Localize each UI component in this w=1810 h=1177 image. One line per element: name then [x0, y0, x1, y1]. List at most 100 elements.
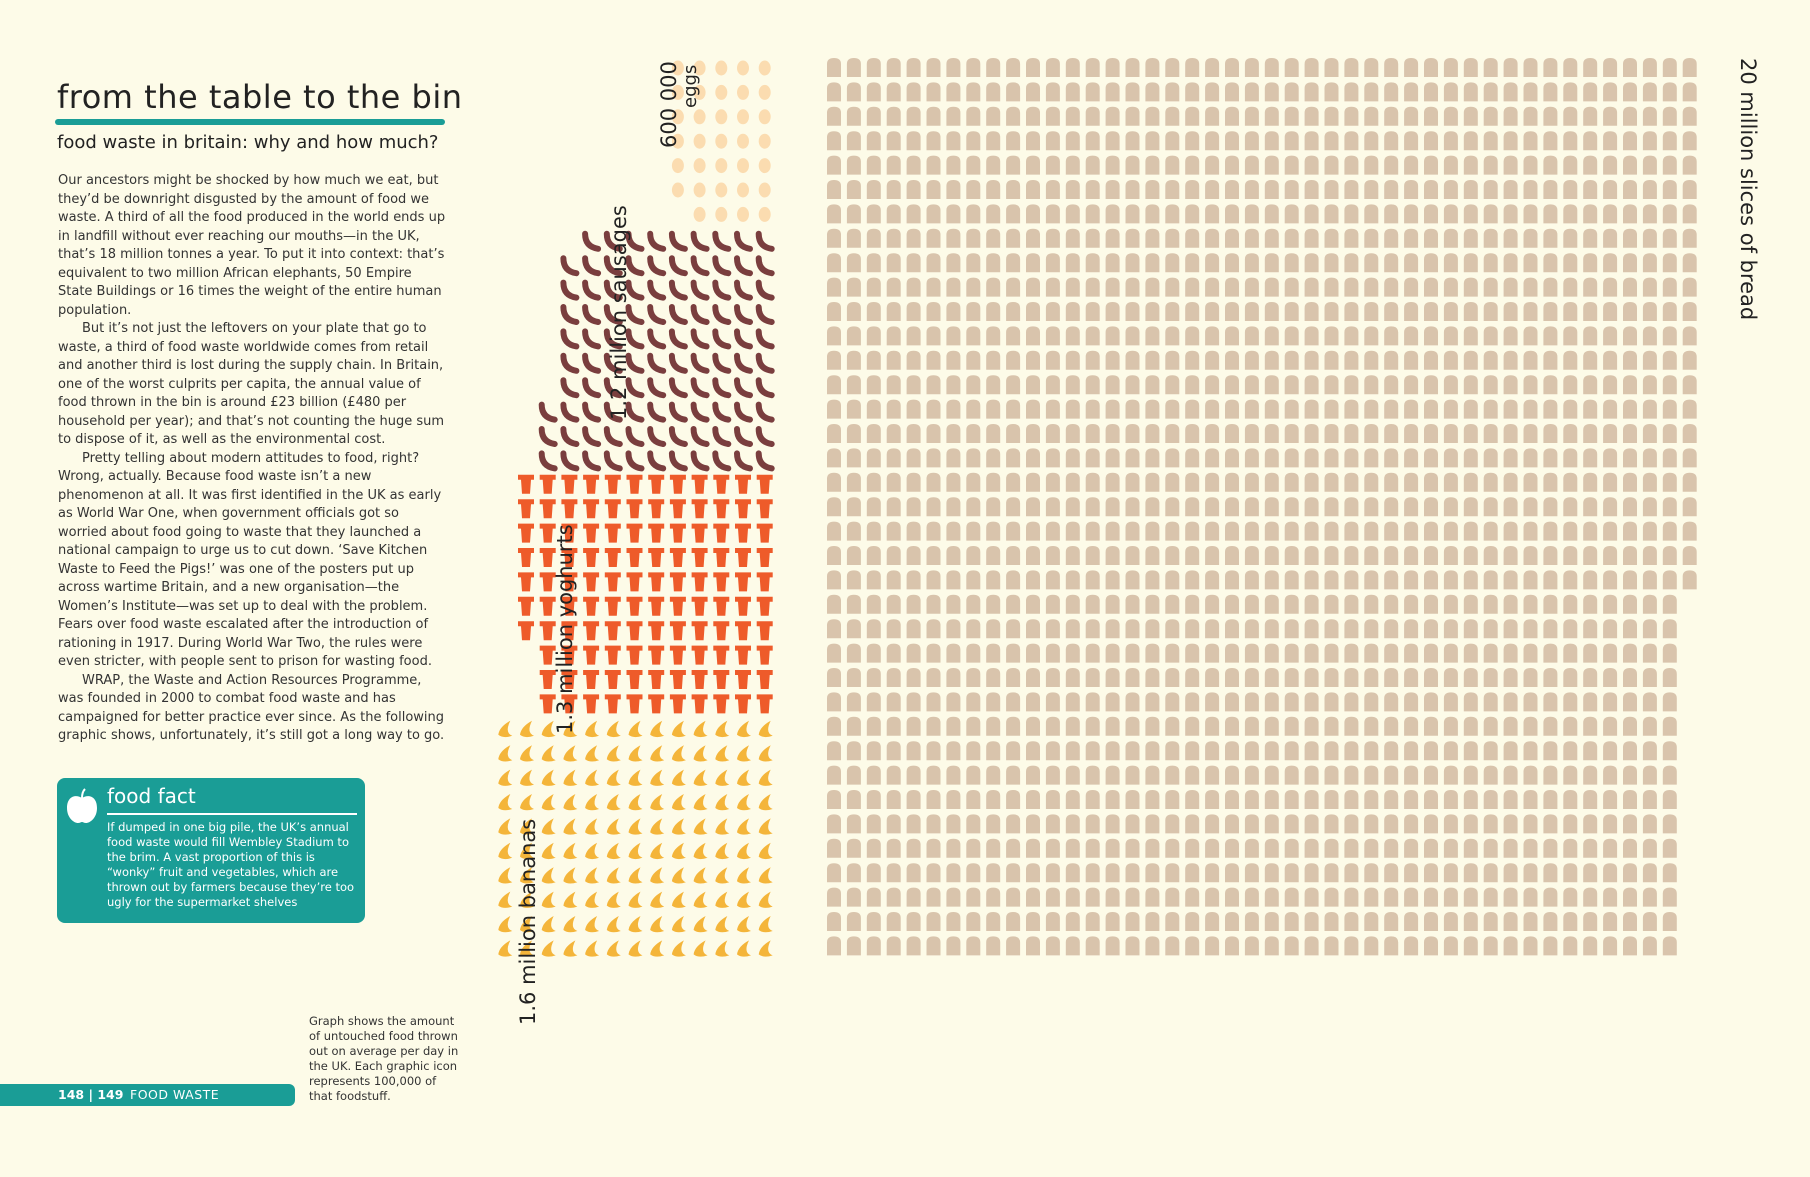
bread-slice-icon — [1026, 131, 1040, 151]
banana-icon — [498, 769, 513, 786]
bread-slice-icon — [1563, 253, 1578, 273]
bread-slice-icon — [1105, 180, 1120, 199]
bread-slice-icon — [1623, 277, 1637, 297]
bread-slice-icon — [1165, 228, 1180, 248]
bread-slice-icon — [1125, 912, 1140, 931]
bread-slice-icon — [1324, 399, 1339, 419]
bread-slice-icon — [866, 546, 881, 565]
banana-icon — [715, 794, 730, 811]
bread-slice-icon — [1105, 82, 1120, 102]
bread-slice-icon — [1463, 716, 1478, 736]
bread-slice-icon — [1543, 326, 1558, 346]
bread-slice-icon — [1244, 546, 1259, 565]
bread-slice-icon — [886, 326, 901, 346]
yoghurt-icon — [539, 572, 556, 592]
bread-slice-icon — [886, 375, 901, 395]
bread-slice-icon — [1662, 155, 1677, 175]
bread-slice-icon — [1324, 253, 1339, 273]
bread-slice-icon — [1563, 741, 1578, 761]
bread-slice-icon — [926, 228, 941, 248]
yoghurt-icon — [669, 694, 686, 714]
bread-slice-icon — [1045, 131, 1060, 151]
sausage-icon — [560, 401, 580, 423]
bread-slice-icon — [1065, 643, 1080, 663]
bread-slice-icon — [1304, 716, 1319, 736]
bread-slice-icon — [1523, 790, 1538, 809]
bread-slice-icon — [946, 375, 961, 395]
bread-slice-icon — [1682, 399, 1697, 419]
bread-slice-icon — [1642, 570, 1657, 590]
sausage-icon — [690, 230, 710, 252]
banana-icon — [758, 940, 773, 957]
bread-slice-icon — [1543, 814, 1558, 834]
banana-icon — [715, 842, 730, 860]
bread-slice-icon — [1483, 716, 1498, 736]
bread-slice-icon — [1623, 765, 1637, 785]
bread-slice-icon — [1523, 82, 1538, 102]
bread-slice-icon — [1225, 643, 1239, 663]
bread-slice-icon — [1185, 399, 1200, 419]
bread-slice-icon — [1463, 155, 1478, 175]
bread-slice-icon — [1085, 228, 1100, 248]
yoghurt-icon — [626, 572, 643, 592]
bread-slice-icon — [1344, 155, 1359, 175]
banana-icon — [563, 818, 578, 835]
bread-slice-icon — [1563, 472, 1578, 492]
yoghurt-icon — [735, 621, 751, 641]
yoghurt-icon — [583, 548, 600, 567]
bread-slice-icon — [1065, 838, 1080, 858]
yoghurt-icon — [669, 548, 686, 567]
bread-slice-icon — [1185, 838, 1200, 858]
banana-icon — [541, 745, 556, 762]
bread-slice-icon — [1443, 765, 1458, 785]
bread-slice-icon — [1424, 375, 1438, 395]
bread-slice-icon — [1125, 497, 1140, 517]
bread-slice-icon — [1145, 838, 1160, 858]
bread-slice-icon — [1384, 155, 1399, 175]
sausage-icon — [647, 401, 667, 423]
bread-slice-icon — [1185, 692, 1200, 712]
banana-icon — [758, 818, 773, 835]
bread-slice-icon — [1105, 277, 1120, 297]
bread-slice-icon — [846, 204, 861, 224]
bread-slice-icon — [1583, 424, 1598, 443]
bread-slice-icon — [1145, 253, 1160, 273]
eggs-label-name: eggs — [680, 64, 701, 108]
bread-slice-icon — [1205, 350, 1220, 370]
bread-slice-icon — [1603, 912, 1618, 931]
bread-slice-icon — [1105, 790, 1120, 809]
banana-icon — [693, 769, 708, 786]
bread-slice-icon — [1244, 912, 1259, 931]
bread-slice-icon — [1503, 58, 1518, 77]
bread-slice-icon — [1483, 863, 1498, 883]
bread-slice-icon — [1225, 570, 1239, 590]
bread-slice-icon — [1304, 82, 1319, 102]
bread-slice-icon — [1543, 790, 1558, 809]
bread-slice-icon — [1503, 765, 1518, 785]
bread-slice-icon — [1085, 497, 1100, 517]
sausage-icon — [734, 377, 753, 399]
bread-slice-icon — [1523, 399, 1538, 419]
bread-slice-icon — [1623, 228, 1637, 248]
bread-slice-icon — [1125, 838, 1140, 858]
bread-slice-icon — [986, 106, 1001, 126]
bread-slice-icon — [1463, 814, 1478, 834]
bread-slice-icon — [1006, 814, 1021, 834]
bread-slice-icon — [1364, 155, 1379, 175]
bread-slice-icon — [1563, 82, 1578, 102]
bread-slice-icon — [1264, 594, 1279, 614]
yoghurt-icon — [648, 694, 665, 714]
bread-slice-icon — [1483, 497, 1498, 517]
yoghurt-icon — [626, 499, 643, 519]
bread-slice-icon — [1424, 741, 1438, 761]
bread-slice-icon — [866, 82, 881, 102]
bread-slice-icon — [1065, 131, 1080, 151]
bread-slice-icon — [1503, 424, 1518, 443]
bread-slice-icon — [1085, 180, 1100, 199]
bread-slice-icon — [1065, 668, 1080, 687]
apple-icon — [67, 788, 97, 823]
yoghurt-icon — [626, 523, 643, 543]
bread-slice-icon — [1563, 350, 1578, 370]
yoghurt-icon — [713, 523, 730, 543]
bread-slice-icon — [1543, 375, 1558, 395]
